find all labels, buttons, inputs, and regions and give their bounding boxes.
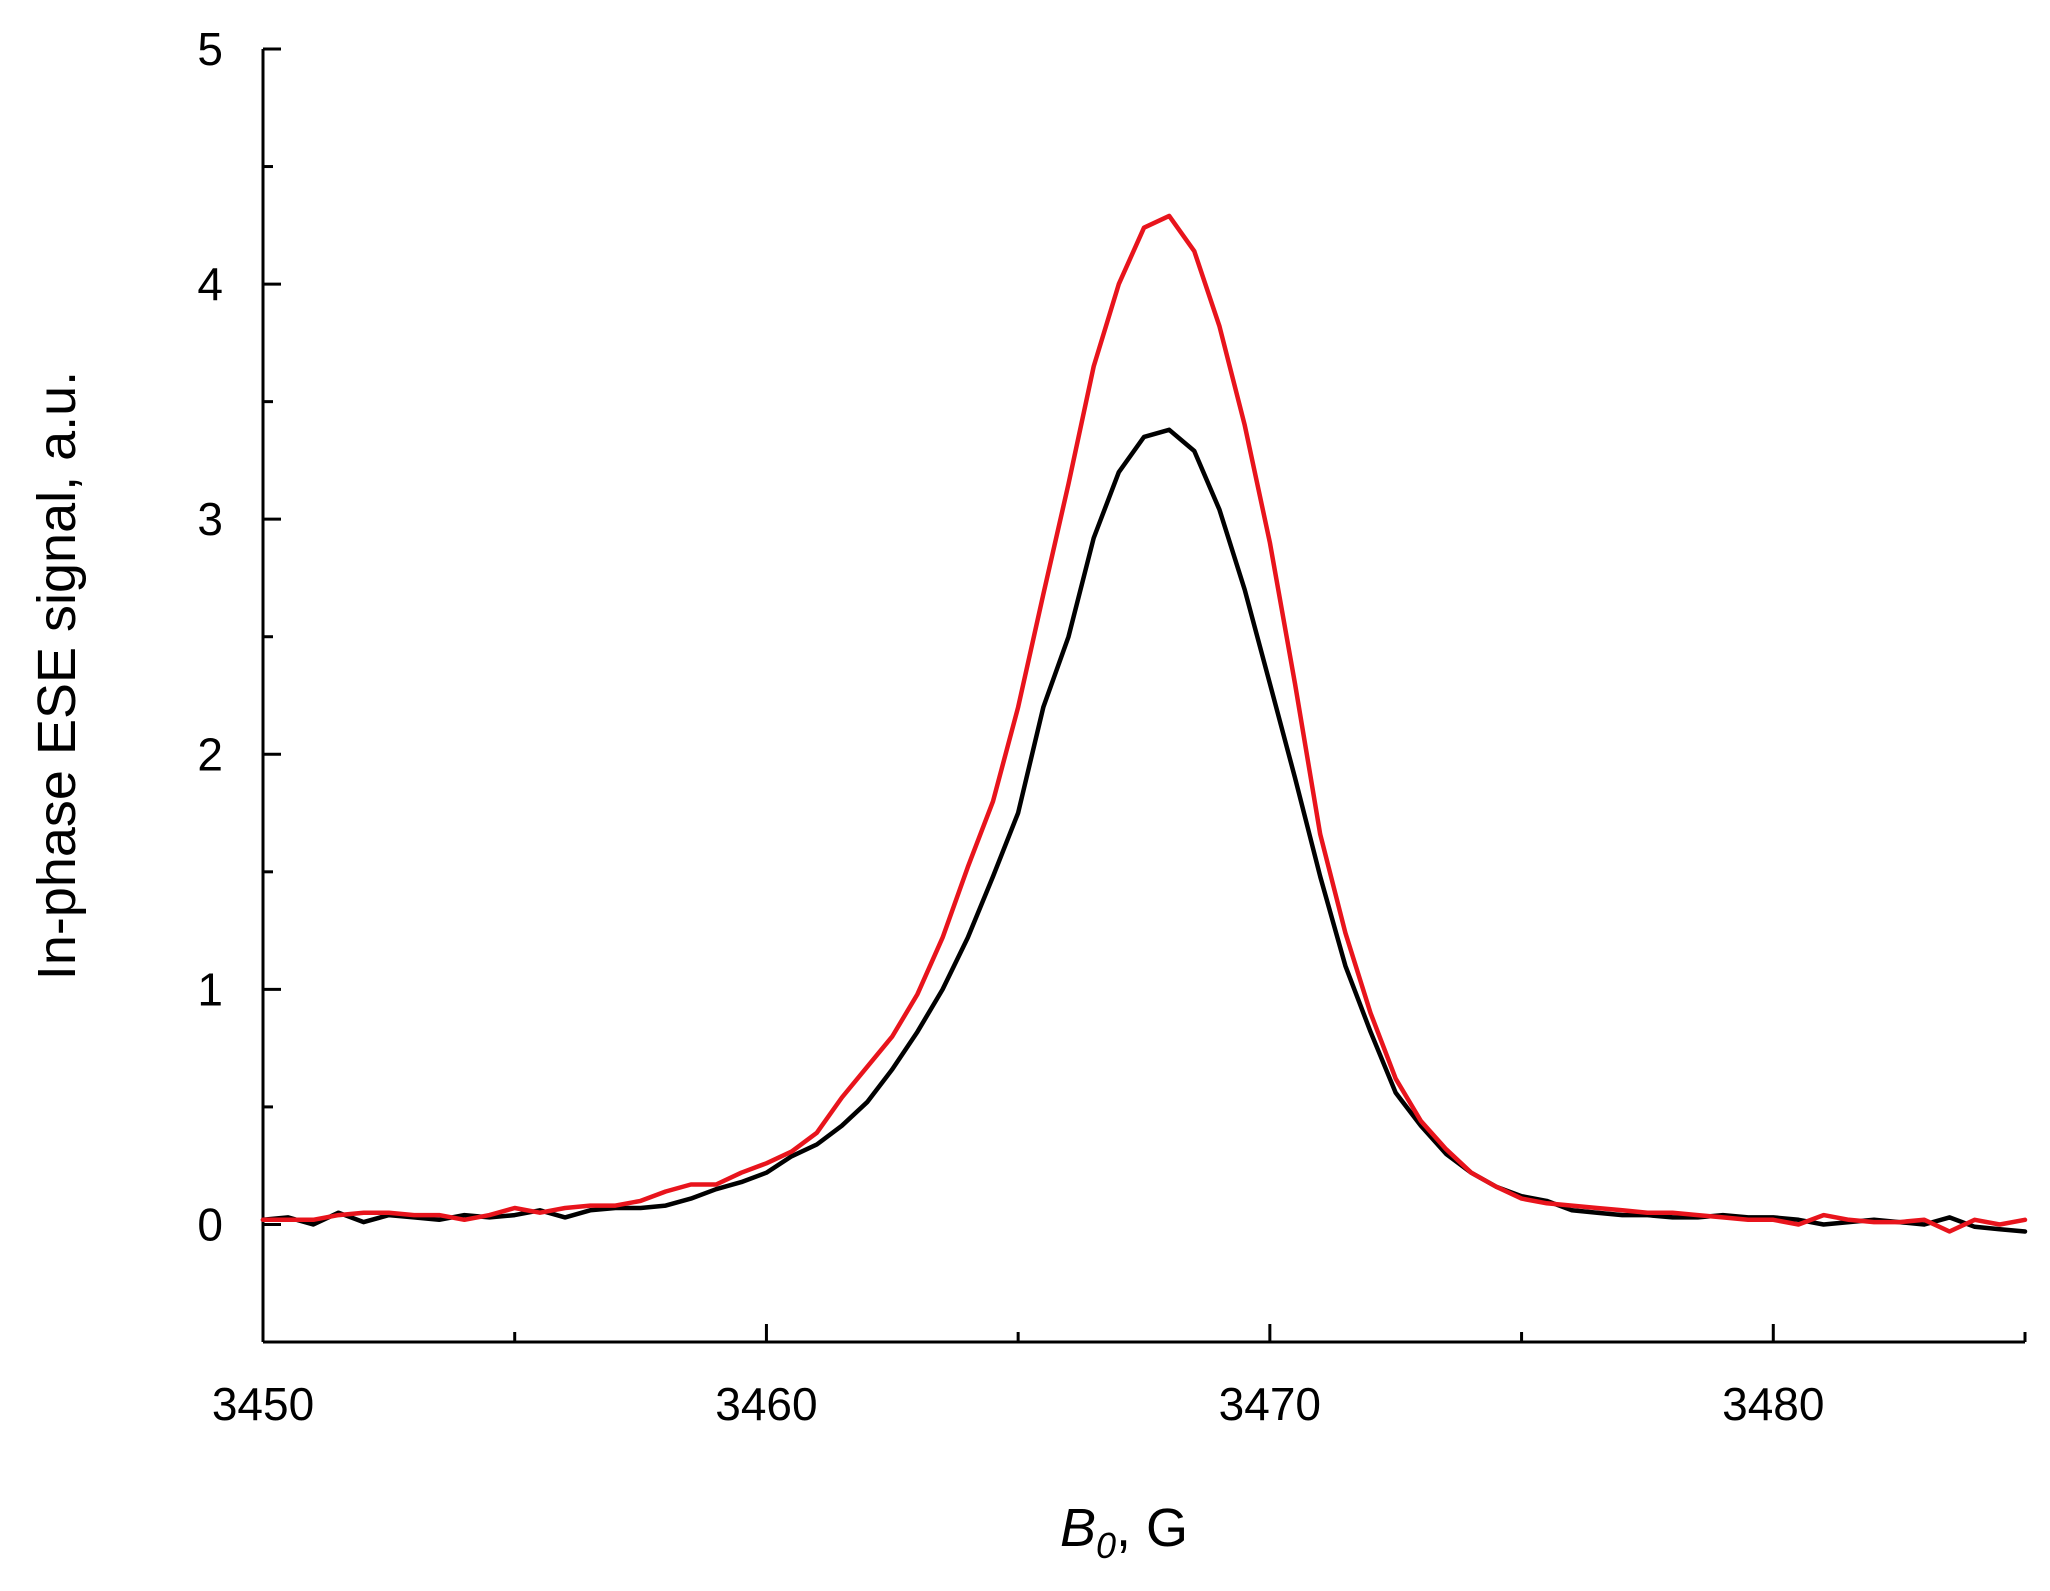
- x-axis-title: B0, G: [1060, 1498, 1188, 1566]
- x-tick-label: 3480: [1722, 1378, 1824, 1430]
- y-tick-label: 5: [197, 23, 223, 75]
- x-tick-label: 3460: [715, 1378, 817, 1430]
- y-tick-label: 4: [197, 258, 223, 310]
- y-tick-label: 1: [197, 963, 223, 1015]
- axis-labels: 0 1 2 3 4 5 3450 3460 3470 3480 B0, G In-phase ESE …: [27, 23, 1824, 1566]
- axes: [261, 47, 2027, 1344]
- series-line-2: [260, 213, 2028, 1234]
- y-tick-label: 2: [197, 728, 223, 780]
- x-tick-label: 3450: [212, 1378, 314, 1430]
- y-tick-label: 3: [197, 493, 223, 545]
- series-line-1: [260, 427, 2028, 1234]
- x-tick-label: 3470: [1219, 1378, 1321, 1430]
- plot-area: [260, 213, 2028, 1234]
- y-tick-label: 0: [197, 1198, 223, 1250]
- y-axis-title: In-phase ESE signal, a.u.: [27, 371, 87, 980]
